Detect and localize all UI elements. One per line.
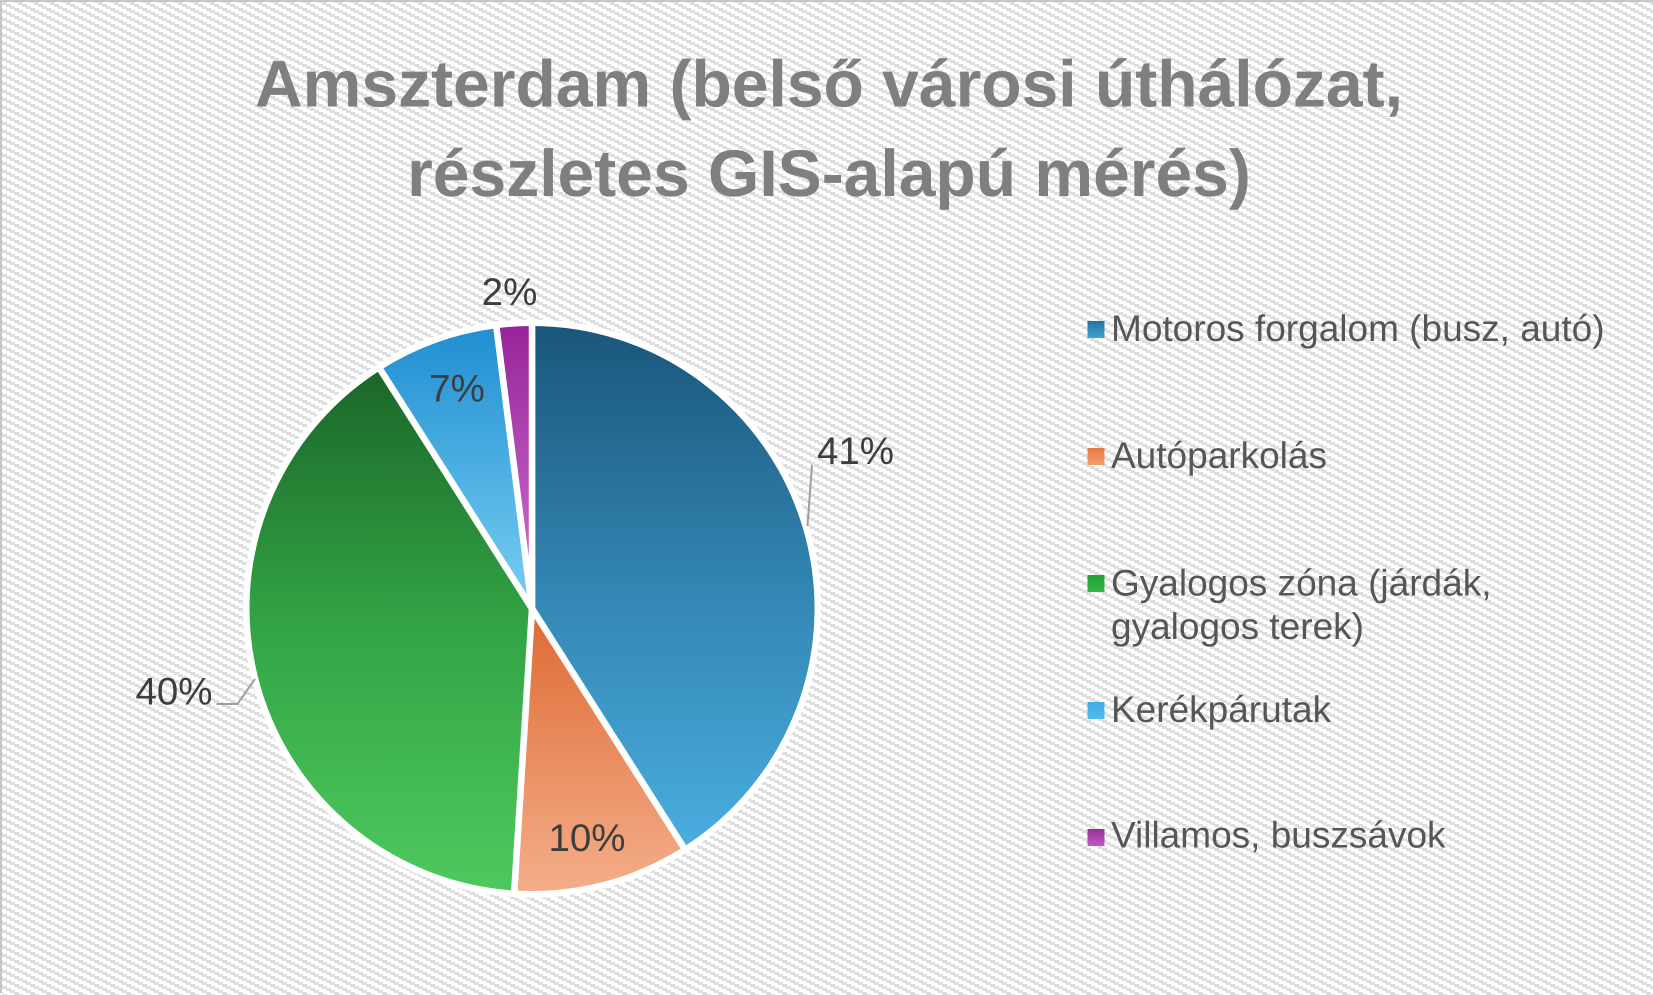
svg-text:40%: 40%: [135, 671, 212, 714]
svg-text:7%: 7%: [429, 368, 485, 411]
svg-text:Villamos, buszsávok: Villamos, buszsávok: [1111, 815, 1446, 856]
svg-text:Amszterdam (belső városi úthál: Amszterdam (belső városi úthálózat,: [255, 47, 1403, 121]
svg-text:Motoros forgalom (busz, autó): Motoros forgalom (busz, autó): [1111, 308, 1605, 349]
svg-text:részletes GIS-alapú mérés): részletes GIS-alapú mérés): [407, 136, 1251, 210]
svg-text:2%: 2%: [482, 271, 538, 314]
svg-text:gyalogos terek): gyalogos terek): [1111, 606, 1364, 647]
svg-text:Autóparkolás: Autóparkolás: [1111, 435, 1327, 476]
svg-text:Gyalogos zóna (járdák,: Gyalogos zóna (járdák,: [1111, 563, 1491, 604]
svg-text:Kerékpárutak: Kerékpárutak: [1111, 689, 1332, 730]
svg-text:41%: 41%: [817, 430, 894, 473]
svg-text:10%: 10%: [548, 817, 625, 860]
